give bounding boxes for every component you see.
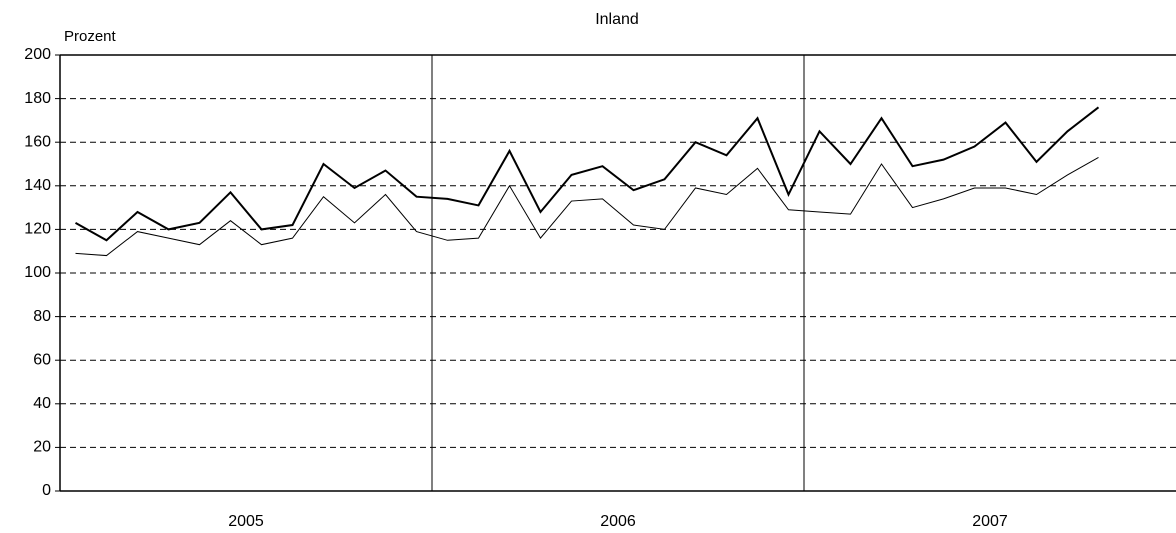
y-tick-label: 20	[33, 439, 51, 456]
x-group-label: 2007	[972, 513, 1008, 530]
y-tick-label: 0	[42, 482, 51, 499]
y-tick-label: 140	[24, 177, 51, 194]
y-axis-label: Prozent	[64, 28, 117, 45]
y-tick-label: 60	[33, 351, 51, 368]
y-tick-label: 100	[24, 264, 51, 281]
y-tick-label: 180	[24, 90, 51, 107]
y-tick-label: 160	[24, 133, 51, 150]
line-series	[75, 157, 1099, 257]
chart-title: Inland	[595, 11, 639, 28]
x-group-label: 2006	[600, 513, 636, 530]
y-tick-label: 80	[33, 308, 51, 325]
y-tick-label: 40	[33, 395, 51, 412]
x-group-label: 2005	[228, 513, 264, 530]
y-tick-label: 120	[24, 221, 51, 238]
y-tick-label: 200	[24, 46, 51, 63]
line-series	[75, 106, 1100, 242]
